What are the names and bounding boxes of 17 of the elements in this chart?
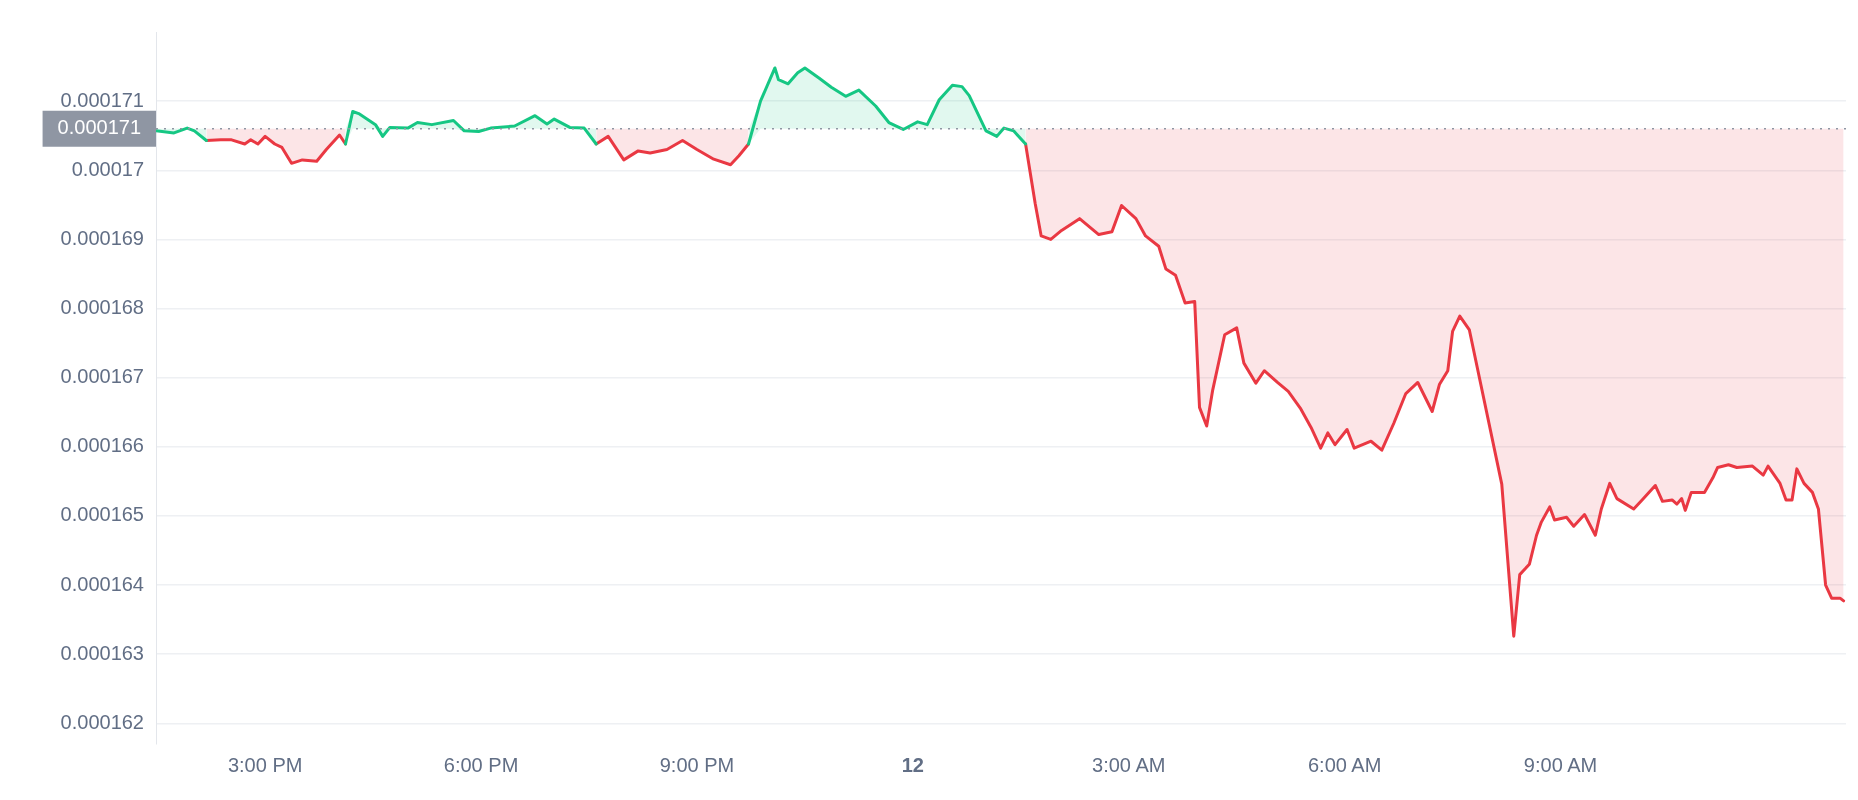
y-tick-label: 0.000169 (60, 226, 144, 249)
y-tick-label: 0.000165 (60, 503, 144, 526)
y-tick-label: 0.000163 (60, 641, 144, 664)
x-tick-label: 12 (901, 753, 924, 776)
y-tick-label: 0.000162 (60, 710, 144, 733)
y-tick-label: 0.000166 (60, 434, 144, 457)
y-tick-label: 0.000167 (60, 365, 144, 388)
x-tick-label: 9:00 PM (659, 753, 735, 776)
x-tick-label: 9:00 AM (1523, 753, 1598, 776)
x-tick-label: 6:00 PM (443, 753, 519, 776)
x-tick-label: 3:00 AM (1092, 753, 1166, 776)
y-tick-label: 0.00017 (71, 157, 144, 180)
y-tick-label: 0.000168 (60, 296, 144, 319)
y-tick-label: 0.000171 (60, 88, 144, 111)
x-tick-label: 3:00 PM (227, 753, 303, 776)
y-tick-label: 0.000164 (60, 572, 144, 595)
x-tick-label: 6:00 AM (1307, 753, 1382, 776)
